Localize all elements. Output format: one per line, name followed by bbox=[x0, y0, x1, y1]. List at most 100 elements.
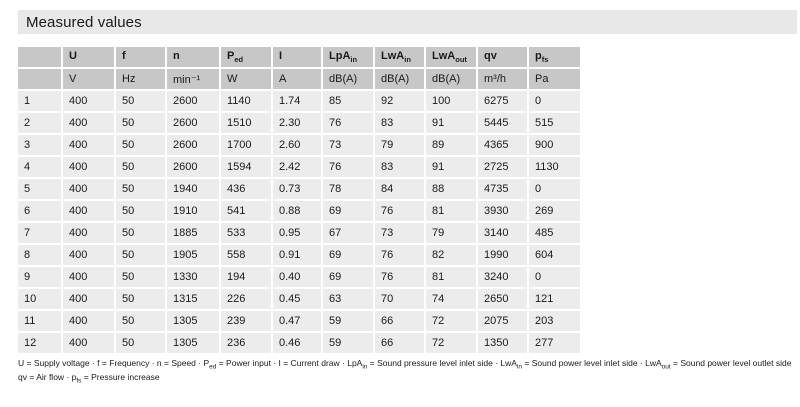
value-cell: 5445 bbox=[478, 113, 527, 133]
value-cell: 84 bbox=[375, 179, 424, 199]
column-header-i: I bbox=[273, 47, 321, 67]
value-cell: 400 bbox=[63, 245, 114, 265]
row-number-cell: 5 bbox=[18, 179, 61, 199]
value-cell: 76 bbox=[375, 201, 424, 221]
value-cell: 2600 bbox=[167, 91, 219, 111]
value-cell: 1905 bbox=[167, 245, 219, 265]
value-cell: 277 bbox=[529, 333, 580, 353]
value-cell: 67 bbox=[323, 223, 373, 243]
value-cell: 85 bbox=[323, 91, 373, 111]
value-cell: 236 bbox=[221, 333, 271, 353]
row-number-cell: 12 bbox=[18, 333, 61, 353]
value-cell: 88 bbox=[426, 179, 476, 199]
value-cell: 400 bbox=[63, 157, 114, 177]
value-cell: 50 bbox=[116, 311, 165, 331]
value-cell: 76 bbox=[323, 157, 373, 177]
value-cell: 79 bbox=[426, 223, 476, 243]
table-row: 1 400 50 2600 1140 1.74 85 92 100 6275 0 bbox=[18, 91, 580, 111]
row-number-cell: 7 bbox=[18, 223, 61, 243]
value-cell: 66 bbox=[375, 333, 424, 353]
value-cell: 194 bbox=[221, 267, 271, 287]
column-header-f: f bbox=[116, 47, 165, 67]
value-cell: 4735 bbox=[478, 179, 527, 199]
value-cell: 76 bbox=[375, 245, 424, 265]
value-cell: 604 bbox=[529, 245, 580, 265]
value-cell: 400 bbox=[63, 333, 114, 353]
table-row: 6 400 50 1910 541 0.88 69 76 81 3930 269 bbox=[18, 201, 580, 221]
value-cell: 515 bbox=[529, 113, 580, 133]
value-cell: 92 bbox=[375, 91, 424, 111]
table-body: 1 400 50 2600 1140 1.74 85 92 100 6275 0 2 400 50 2600… bbox=[18, 91, 580, 353]
unit-cell-pfs: Pa bbox=[529, 69, 580, 89]
row-number-cell: 10 bbox=[18, 289, 61, 309]
value-cell: 4365 bbox=[478, 135, 527, 155]
value-cell: 900 bbox=[529, 135, 580, 155]
table-row: 3 400 50 2600 1700 2.60 73 79 89 4365 900 bbox=[18, 135, 580, 155]
table-row: 7 400 50 1885 533 0.95 67 73 79 3140 485 bbox=[18, 223, 580, 243]
value-cell: 1594 bbox=[221, 157, 271, 177]
value-cell: 269 bbox=[529, 201, 580, 221]
unit-cell-n: min⁻¹ bbox=[167, 69, 219, 89]
value-cell: 50 bbox=[116, 157, 165, 177]
value-cell: 83 bbox=[375, 157, 424, 177]
value-cell: 69 bbox=[323, 201, 373, 221]
value-cell: 81 bbox=[426, 201, 476, 221]
unit-cell-qv: m³/h bbox=[478, 69, 527, 89]
value-cell: 3930 bbox=[478, 201, 527, 221]
value-cell: 0.47 bbox=[273, 311, 321, 331]
value-cell: 50 bbox=[116, 289, 165, 309]
value-cell: 76 bbox=[375, 267, 424, 287]
column-header-ped: Ped bbox=[221, 47, 271, 67]
value-cell: 436 bbox=[221, 179, 271, 199]
page-title: Measured values bbox=[26, 13, 142, 31]
value-cell: 1140 bbox=[221, 91, 271, 111]
value-cell: 0.73 bbox=[273, 179, 321, 199]
value-cell: 50 bbox=[116, 113, 165, 133]
value-cell: 81 bbox=[426, 267, 476, 287]
value-cell: 1990 bbox=[478, 245, 527, 265]
value-cell: 63 bbox=[323, 289, 373, 309]
table-row: 12 400 50 1305 236 0.46 59 66 72 1350 277 bbox=[18, 333, 580, 353]
value-cell: 226 bbox=[221, 289, 271, 309]
value-cell: 203 bbox=[529, 311, 580, 331]
value-cell: 2600 bbox=[167, 157, 219, 177]
value-cell: 0 bbox=[529, 91, 580, 111]
value-cell: 100 bbox=[426, 91, 476, 111]
value-cell: 78 bbox=[323, 179, 373, 199]
unit-cell-lwa-in: dB(A) bbox=[375, 69, 424, 89]
value-cell: 79 bbox=[375, 135, 424, 155]
value-cell: 400 bbox=[63, 113, 114, 133]
row-number-cell: 11 bbox=[18, 311, 61, 331]
value-cell: 1330 bbox=[167, 267, 219, 287]
value-cell: 50 bbox=[116, 267, 165, 287]
column-header-blank bbox=[18, 47, 61, 67]
value-cell: 3140 bbox=[478, 223, 527, 243]
value-cell: 0.45 bbox=[273, 289, 321, 309]
measured-values-table: U f n Ped I LpAin LwAin LwAout qv pfs V … bbox=[16, 45, 582, 355]
value-cell: 239 bbox=[221, 311, 271, 331]
value-cell: 91 bbox=[426, 113, 476, 133]
value-cell: 72 bbox=[426, 311, 476, 331]
value-cell: 72 bbox=[426, 333, 476, 353]
unit-cell-lpa-in: dB(A) bbox=[323, 69, 373, 89]
value-cell: 50 bbox=[116, 223, 165, 243]
value-cell: 400 bbox=[63, 267, 114, 287]
value-cell: 70 bbox=[375, 289, 424, 309]
value-cell: 1700 bbox=[221, 135, 271, 155]
value-cell: 400 bbox=[63, 289, 114, 309]
footnote-line-1: U = Supply voltage · f = Frequency · n =… bbox=[18, 358, 792, 371]
row-number-cell: 3 bbox=[18, 135, 61, 155]
row-number-cell: 6 bbox=[18, 201, 61, 221]
table-units-row: V Hz min⁻¹ W A dB(A) dB(A) dB(A) m³/h Pa bbox=[18, 69, 580, 89]
column-header-n: n bbox=[167, 47, 219, 67]
value-cell: 0.91 bbox=[273, 245, 321, 265]
value-cell: 0 bbox=[529, 267, 580, 287]
value-cell: 2600 bbox=[167, 113, 219, 133]
value-cell: 400 bbox=[63, 311, 114, 331]
column-header-lpa-in: LpAin bbox=[323, 47, 373, 67]
value-cell: 0 bbox=[529, 179, 580, 199]
value-cell: 69 bbox=[323, 245, 373, 265]
value-cell: 76 bbox=[323, 113, 373, 133]
value-cell: 2.60 bbox=[273, 135, 321, 155]
value-cell: 1910 bbox=[167, 201, 219, 221]
